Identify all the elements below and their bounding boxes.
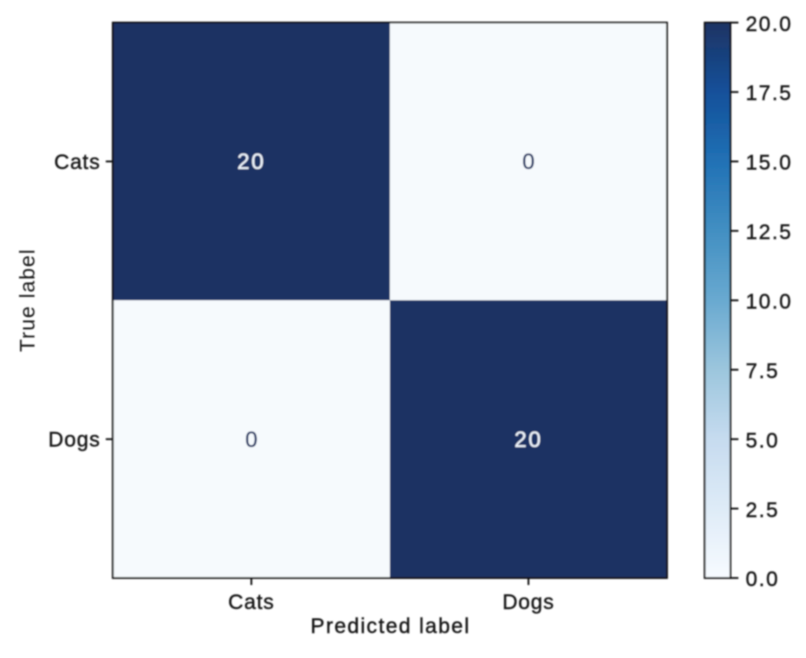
svg-text:Dogs: Dogs xyxy=(502,591,554,614)
svg-text:7.5: 7.5 xyxy=(746,360,780,383)
svg-text:Dogs: Dogs xyxy=(48,429,100,452)
svg-text:5.0: 5.0 xyxy=(746,429,780,452)
svg-text:Cats: Cats xyxy=(54,151,100,174)
svg-text:17.5: 17.5 xyxy=(746,82,793,105)
svg-text:12.5: 12.5 xyxy=(746,221,793,244)
svg-text:0.0: 0.0 xyxy=(746,568,780,591)
svg-text:0: 0 xyxy=(245,427,259,452)
svg-text:15.0: 15.0 xyxy=(746,152,793,175)
svg-text:Predicted label: Predicted label xyxy=(311,615,471,638)
svg-text:Cats: Cats xyxy=(228,591,274,614)
svg-text:2.5: 2.5 xyxy=(746,499,780,522)
svg-text:20.0: 20.0 xyxy=(746,13,793,36)
svg-text:20: 20 xyxy=(237,149,265,174)
svg-text:True label: True label xyxy=(17,248,40,352)
svg-text:0: 0 xyxy=(522,149,536,174)
svg-text:10.0: 10.0 xyxy=(746,291,793,314)
svg-text:20: 20 xyxy=(514,427,542,452)
